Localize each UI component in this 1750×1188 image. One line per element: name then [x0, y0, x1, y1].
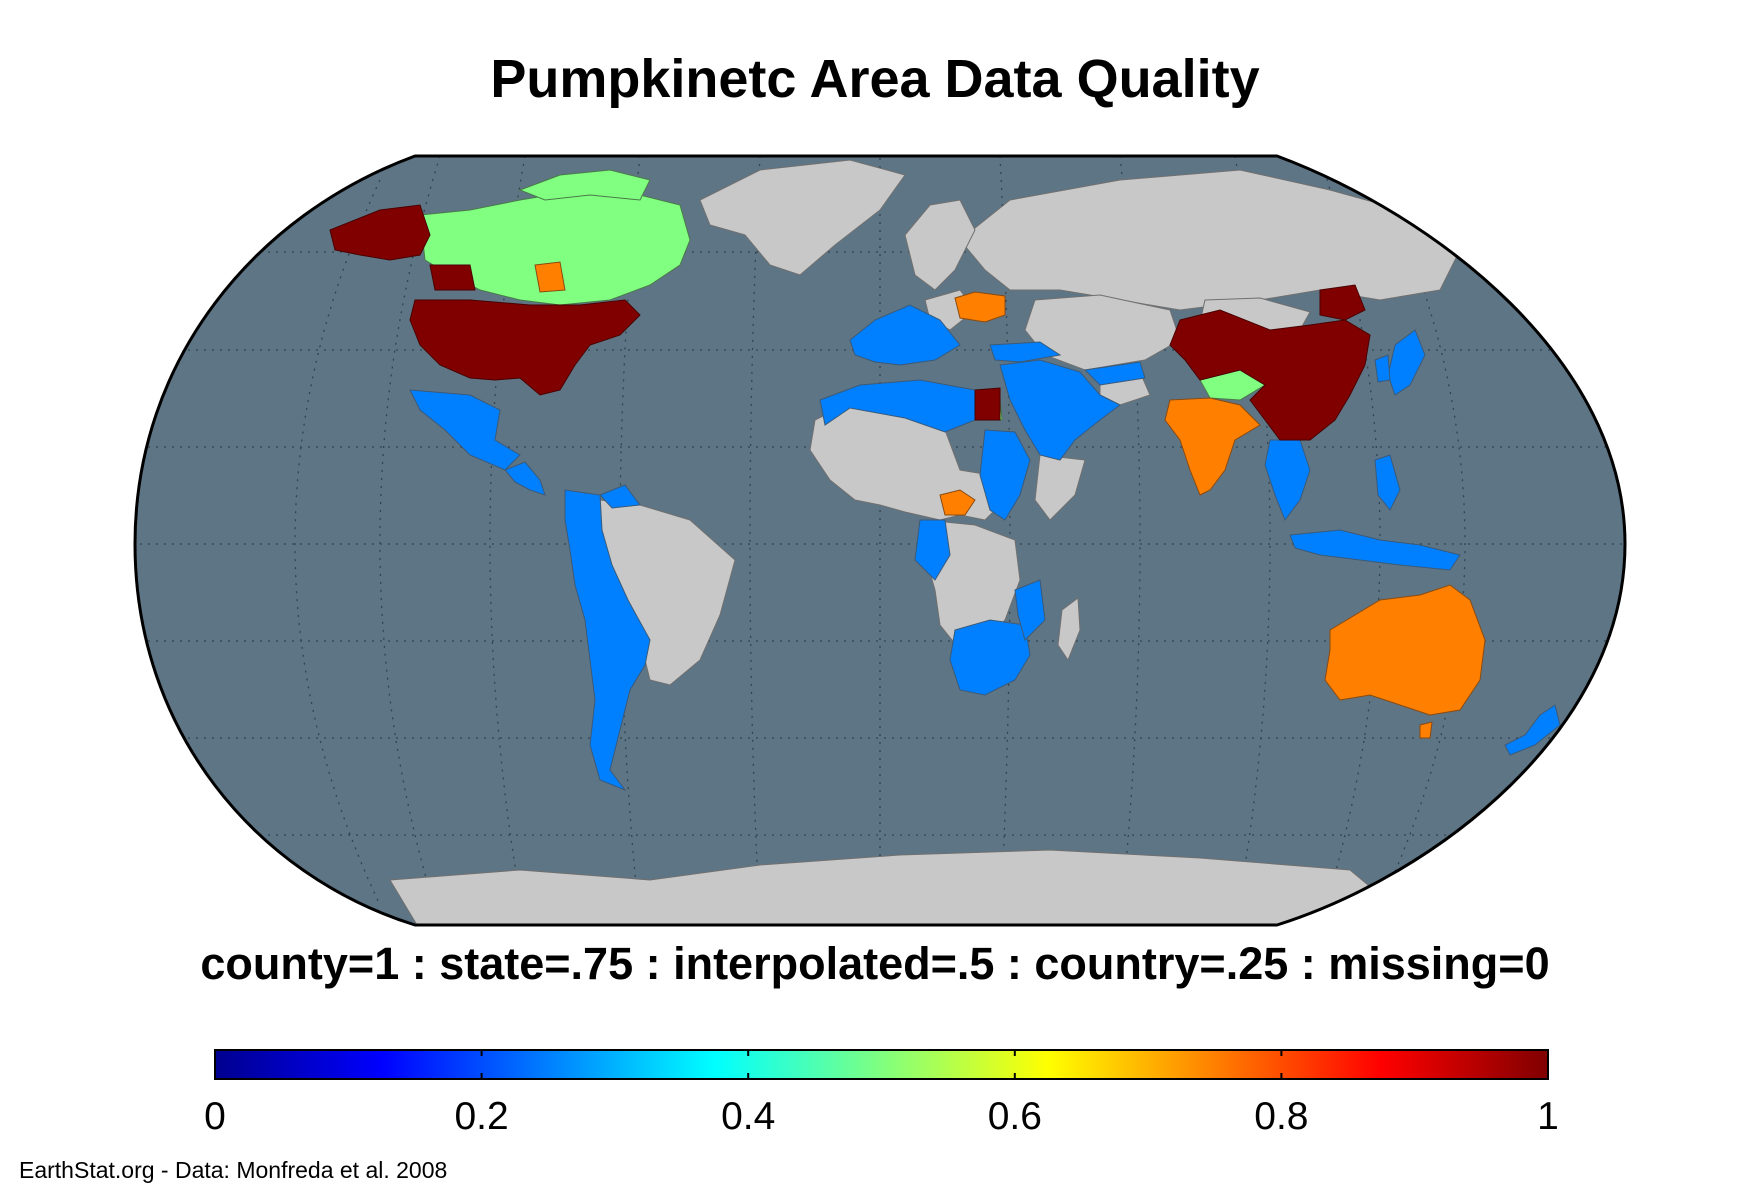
region-canada-county — [429, 264, 476, 291]
region-new-zealand — [1504, 704, 1561, 756]
region-central-african-republic — [939, 489, 976, 516]
chart-title: Pumpkinetc Area Data Quality — [490, 49, 1260, 109]
region-china — [1169, 309, 1371, 441]
region-east-africa — [1034, 454, 1086, 521]
colorbar-tick-label: 0.6 — [988, 1095, 1042, 1138]
region-mozambique — [1014, 579, 1046, 641]
region-central-america — [504, 461, 546, 496]
region-united-states — [409, 299, 641, 396]
region-southeast-asia — [1264, 439, 1311, 522]
region-antarctica — [389, 849, 1381, 925]
globe-outline — [133, 154, 1627, 927]
region-turkey — [989, 341, 1062, 363]
region-greenland — [699, 159, 906, 276]
region-manchuria — [1319, 284, 1366, 321]
region-venezuela — [599, 484, 641, 509]
region-india — [1164, 397, 1261, 496]
land-state — [444, 261, 1486, 739]
land-missing — [389, 159, 1461, 925]
region-scandinavia — [904, 199, 976, 291]
land-county — [329, 204, 1371, 441]
region-mexico — [409, 389, 521, 471]
region-madagascar — [1057, 597, 1081, 662]
region-indonesia — [1289, 529, 1461, 571]
region-east-africa-country — [979, 429, 1031, 521]
legend-caption: county=1 : state=.75 : interpolated=.5 :… — [200, 938, 1550, 989]
credit-text: EarthStat.org - Data: Monfreda et al. 20… — [19, 1157, 448, 1183]
region-south-america-west — [564, 489, 651, 792]
region-australia — [1324, 584, 1486, 716]
region-russia — [959, 169, 1461, 311]
colorbar-tick-label: 1 — [1537, 1095, 1559, 1138]
region-western-europe — [849, 304, 961, 366]
region-uzbekistan — [1083, 361, 1146, 386]
region-us-state-1 — [534, 261, 566, 293]
region-southern-africa — [949, 619, 1031, 696]
region-canada-arctic — [518, 169, 651, 201]
region-philippines — [1374, 454, 1401, 511]
region-egypt — [974, 387, 1001, 421]
region-north-africa — [819, 379, 976, 433]
region-gabon — [914, 519, 951, 581]
colorbar-tick-label: 0 — [204, 1095, 226, 1138]
region-ukraine — [954, 291, 1006, 323]
colorbar-tick-label: 0.4 — [721, 1095, 775, 1138]
land-country — [409, 304, 1561, 792]
region-central-asia — [1024, 294, 1181, 371]
region-alaska — [329, 204, 431, 261]
region-middle-east — [999, 359, 1121, 461]
region-tasmania — [1419, 721, 1433, 739]
colorbar-gradient — [214, 1049, 1549, 1080]
region-korea — [1374, 354, 1391, 383]
colorbar-tick-label: 0.8 — [1254, 1095, 1308, 1138]
colorbar-tick-label: 0.2 — [454, 1095, 508, 1138]
